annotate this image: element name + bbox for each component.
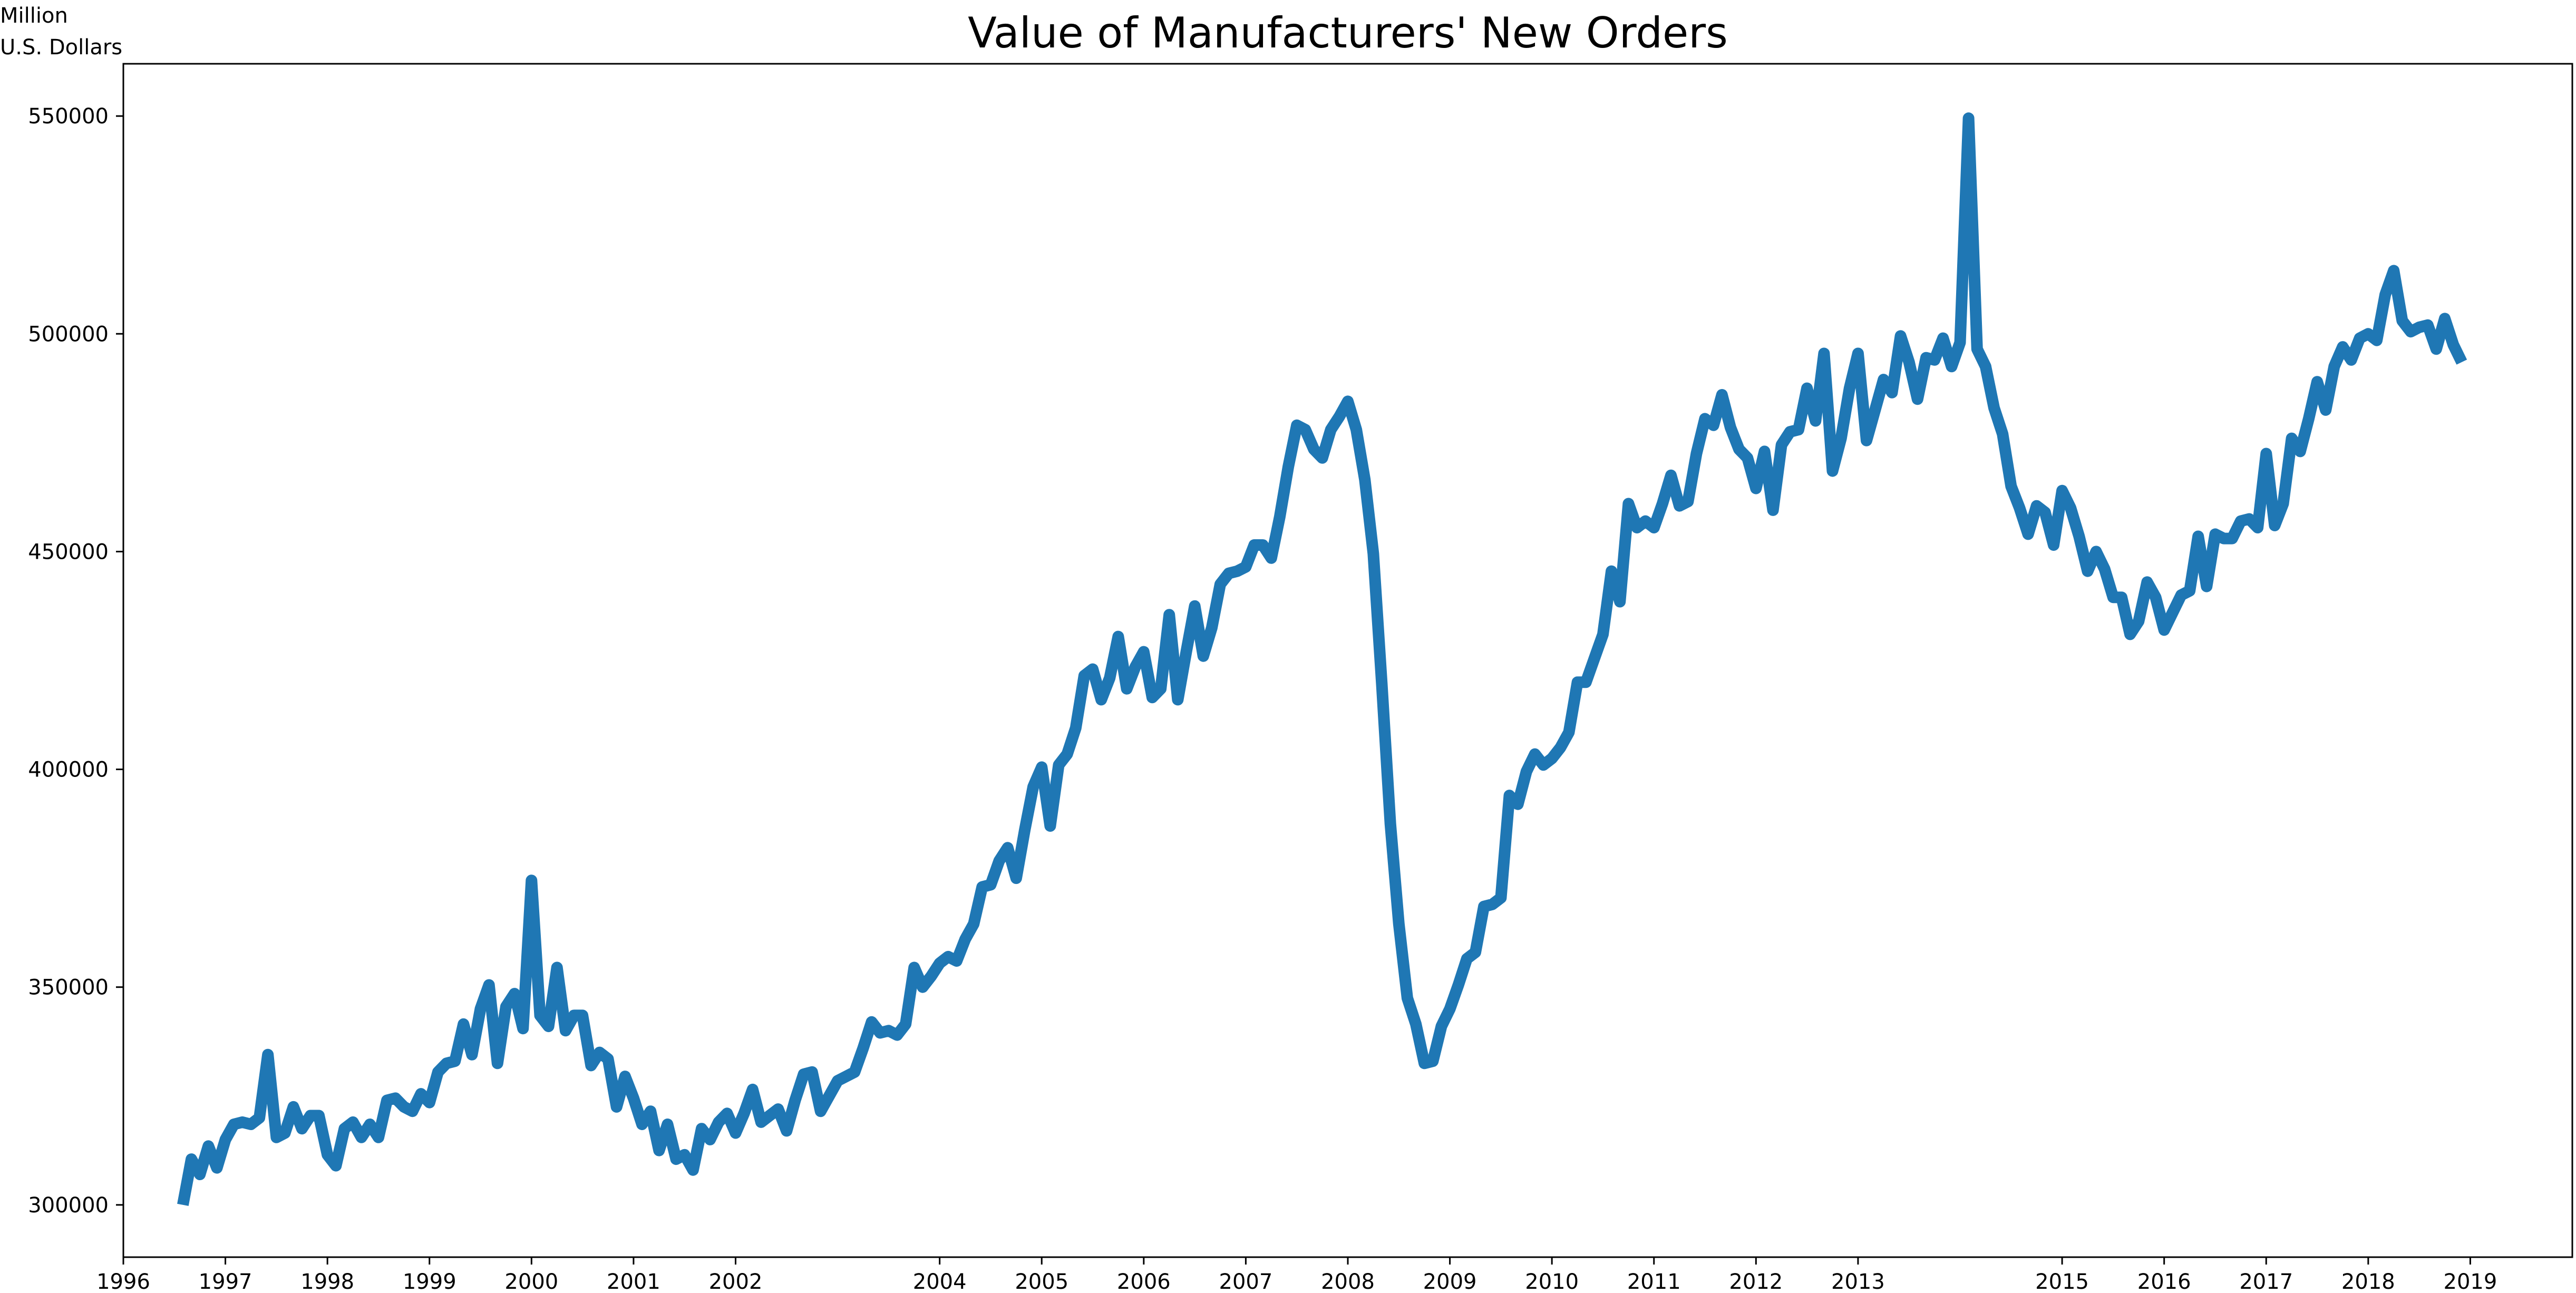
x-tick-label: 2017 [2239,1270,2293,1291]
y-axis-unit-line-2: U.S. Dollars [0,35,123,60]
x-tick-label: 2013 [1831,1270,1885,1291]
plot-frame [122,63,2573,1258]
y-tick-label: 500000 [28,322,109,346]
x-tick-label: 2000 [504,1270,558,1291]
x-tick-label: 2019 [2444,1270,2497,1291]
x-tick-label: 1996 [96,1270,150,1291]
x-tick-label: 2011 [1627,1270,1681,1291]
y-axis-unit-label: Million U.S. Dollars [0,0,122,63]
chart-title: Value of Manufacturers' New Orders [968,8,1728,57]
y-tick-label: 450000 [28,540,109,564]
y-tick-label: 350000 [28,976,109,1000]
y-tick-label: 550000 [28,104,109,129]
x-tick-label: 1998 [300,1270,354,1291]
x-tick-label: 2004 [913,1270,967,1291]
x-tick-label: 2006 [1117,1270,1171,1291]
x-tick-label: 2008 [1321,1270,1375,1291]
x-tick-label: 1999 [403,1270,456,1291]
x-tick-label: 2002 [709,1270,763,1291]
x-tick-label: 2018 [2341,1270,2395,1291]
x-tick-label: 2015 [2035,1270,2089,1291]
series-line [177,112,2467,1206]
x-tick-label: 2005 [1015,1270,1068,1291]
y-axis-unit-line-1: Million [0,4,68,28]
x-tick-label: 2016 [2137,1270,2191,1291]
y-tick-label: 300000 [28,1193,109,1218]
y-tick-label: 400000 [28,758,109,782]
x-tick-label: 2007 [1219,1270,1273,1291]
x-tick-label: 2010 [1525,1270,1579,1291]
x-tick-label: 2012 [1729,1270,1783,1291]
x-tick-label: 2001 [607,1270,660,1291]
x-tick-label: 1997 [199,1270,252,1291]
x-tick-label: 2009 [1423,1270,1477,1291]
